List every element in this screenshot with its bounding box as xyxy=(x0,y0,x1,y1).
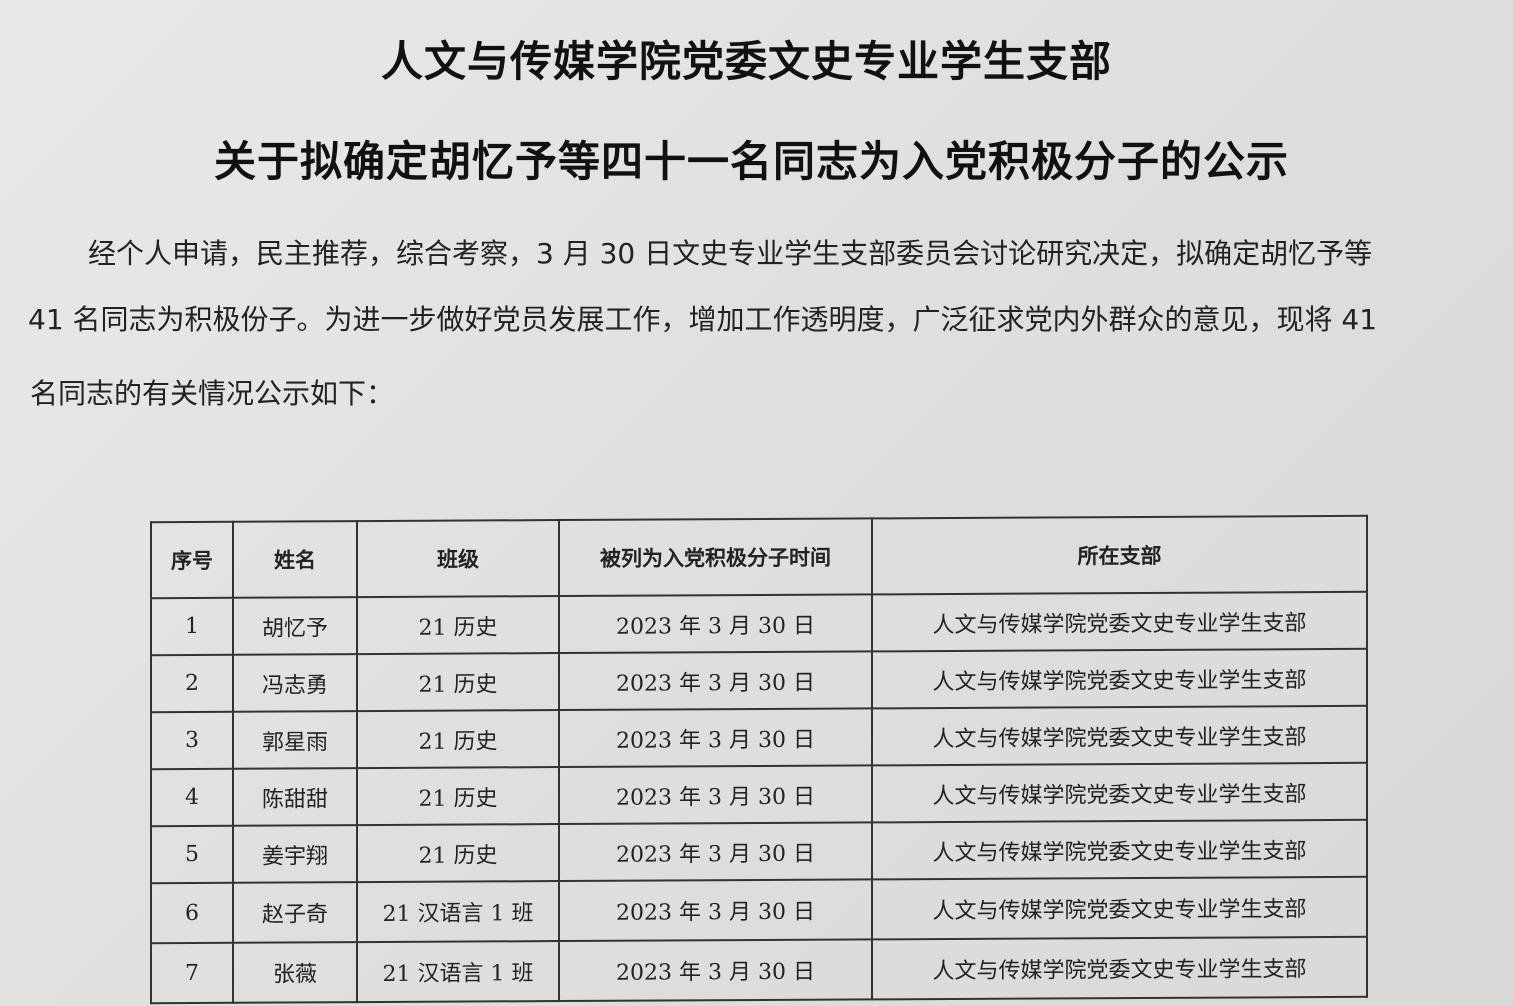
cell-class: 21 汉语言 1 班 xyxy=(357,881,559,943)
cell-class: 21 历史 xyxy=(357,824,559,883)
cell-date: 2023 年 3 月 30 日 xyxy=(559,939,872,1002)
title-line-1: 人文与传媒学院党委文史专业学生支部 xyxy=(380,37,1112,86)
cell-date: 2023 年 3 月 30 日 xyxy=(559,765,872,825)
paragraph-line-2: 41 名同志为积极份子。为进一步做好党员发展工作，增加工作透明度，广泛征求党内外… xyxy=(28,303,1378,336)
cell-class: 21 历史 xyxy=(357,767,559,826)
cell-index: 1 xyxy=(151,597,233,656)
cell-branch: 人文与传媒学院党委文史专业学生支部 xyxy=(872,705,1367,766)
table-row: 5 姜宇翔 21 历史 2023 年 3 月 30 日人文与传媒学院党委文史专业学生支… xyxy=(151,819,1367,884)
cell-name: 赵子奇 xyxy=(233,882,357,943)
title-line-2: 关于拟确定胡忆予等四十一名同志为入党积极分子的公示 xyxy=(213,137,1289,186)
cell-class: 21 历史 xyxy=(357,653,559,712)
cell-index: 2 xyxy=(151,654,233,713)
header-date: 被列为入党积极分子时间 xyxy=(559,518,872,597)
cell-branch: 人文与传媒学院党委文史专业学生支部 xyxy=(872,876,1367,940)
cell-branch: 人文与传媒学院党委文史专业学生支部 xyxy=(872,936,1367,1000)
header-index: 序号 xyxy=(151,521,233,599)
cell-branch: 人文与传媒学院党委文史专业学生支部 xyxy=(872,648,1367,709)
table-header-row: 序号 姓名 班级 被列为入党积极分子时间 所在支部 xyxy=(151,515,1367,599)
cell-index: 3 xyxy=(151,711,233,770)
cell-index: 5 xyxy=(151,825,233,884)
table-row: 6 赵子奇 21 汉语言 1 班 2023 年 3 月 30 日人文与传媒学院党委文史… xyxy=(151,876,1367,944)
cell-date: 2023 年 3 月 30 日 xyxy=(559,594,872,654)
cell-name: 胡忆予 xyxy=(233,597,357,655)
cell-date: 2023 年 3 月 30 日 xyxy=(559,651,872,711)
table-row: 7 张薇 21 汉语言 1 班 2023 年 3 月 30 日人文与传媒学院党委文史专… xyxy=(151,936,1367,1004)
cell-name: 郭星雨 xyxy=(233,711,357,769)
cell-name: 张薇 xyxy=(233,942,357,1003)
paragraph-line-3: 名同志的有关情况公示如下： xyxy=(30,377,395,410)
cell-index: 7 xyxy=(151,942,233,1004)
table-row: 1 胡忆予 21 历史 2023 年 3 月 30 日人文与传媒学院党委文史专业学生支… xyxy=(151,591,1367,656)
cell-date: 2023 年 3 月 30 日 xyxy=(559,708,872,768)
cell-index: 6 xyxy=(151,882,233,944)
cell-class: 21 汉语言 1 班 xyxy=(357,941,559,1003)
activists-table: 序号 姓名 班级 被列为入党积极分子时间 所在支部 1 胡忆予 21 历史 2023 … xyxy=(150,515,1368,1004)
cell-date: 2023 年 3 月 30 日 xyxy=(559,822,872,882)
table-row: 3 郭星雨 21 历史 2023 年 3 月 30 日人文与传媒学院党委文史专业学生支… xyxy=(151,705,1367,770)
cell-name: 姜宇翔 xyxy=(233,825,357,883)
paragraph-line-1: 经个人申请，民主推荐，综合考察，3 月 30 日文史专业学生支部委员会讨论研究决… xyxy=(88,237,1373,270)
cell-class: 21 历史 xyxy=(357,710,559,769)
cell-index: 4 xyxy=(151,768,233,827)
table-row: 2 冯志勇 21 历史 2023 年 3 月 30 日人文与传媒学院党委文史专业学生支… xyxy=(151,648,1367,713)
header-name: 姓名 xyxy=(233,521,357,598)
cell-date: 2023 年 3 月 30 日 xyxy=(559,879,872,942)
cell-name: 冯志勇 xyxy=(233,654,357,712)
cell-name: 陈甜甜 xyxy=(233,768,357,826)
cell-branch: 人文与传媒学院党委文史专业学生支部 xyxy=(872,762,1367,823)
cell-class: 21 历史 xyxy=(357,596,559,655)
header-class: 班级 xyxy=(357,520,559,598)
table-row: 4 陈甜甜 21 历史 2023 年 3 月 30 日人文与传媒学院党委文史专业学生支… xyxy=(151,762,1367,827)
cell-branch: 人文与传媒学院党委文史专业学生支部 xyxy=(872,591,1367,652)
cell-branch: 人文与传媒学院党委文史专业学生支部 xyxy=(872,819,1367,880)
header-branch: 所在支部 xyxy=(872,515,1367,595)
